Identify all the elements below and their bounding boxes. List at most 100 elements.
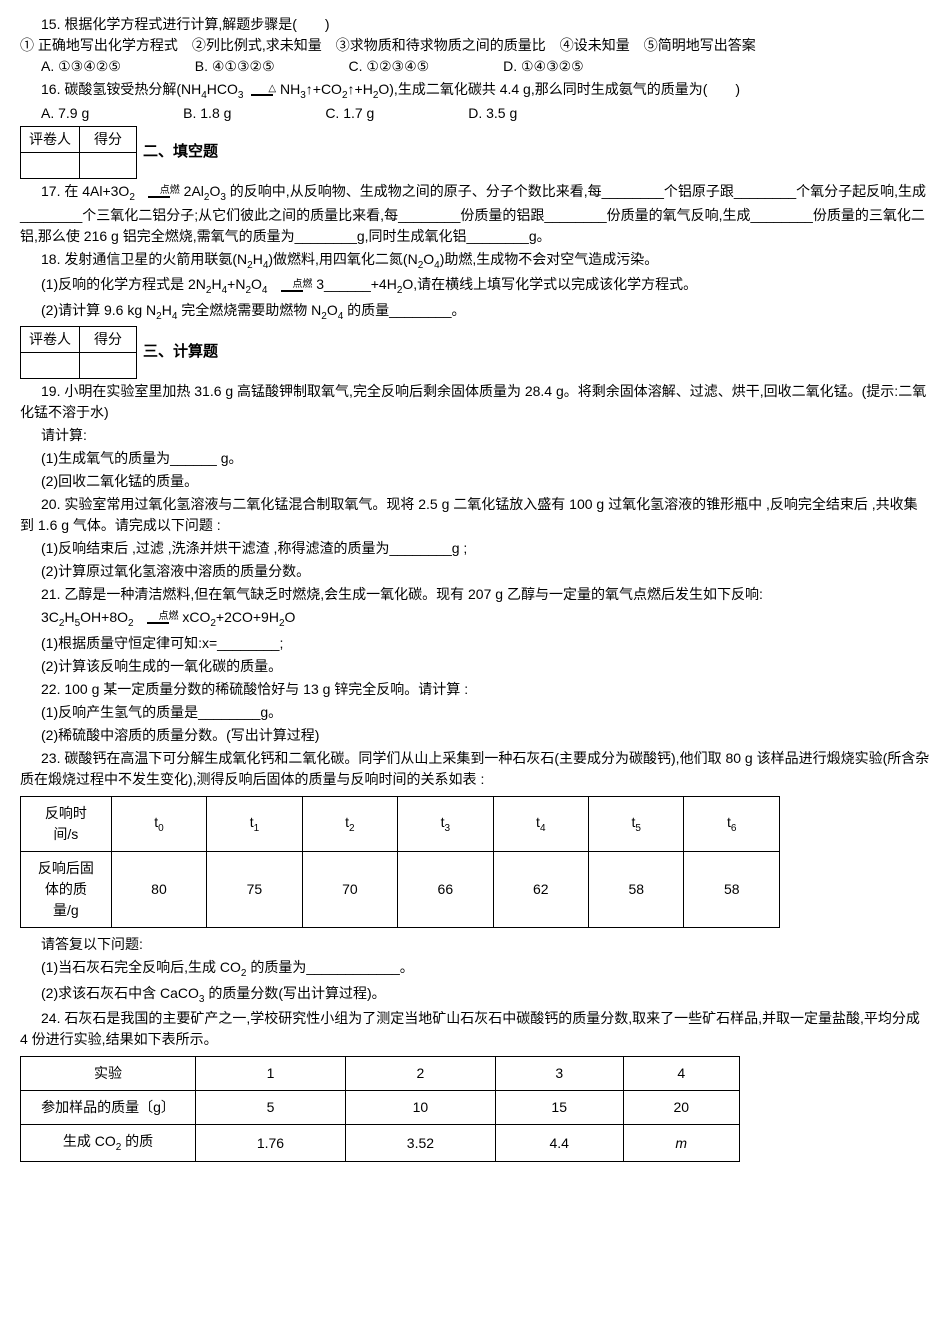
txt: 的质 <box>121 1133 153 1149</box>
q18-text: +N <box>227 276 245 292</box>
table-cell: 58 <box>589 851 684 927</box>
q18-text: 的质量________。 <box>343 302 465 318</box>
q16-text: NH <box>280 81 300 97</box>
q21-l3: (2)计算该反响生成的一氧化碳的质量。 <box>20 656 930 677</box>
table-cell: t3 <box>398 796 493 851</box>
section2-header-row: 评卷人得分 二、填空题 <box>20 126 930 179</box>
q18-text: 18. 发射通信卫星的火箭用联氨(N <box>41 251 247 267</box>
q16-text: 16. 碳酸氢铵受热分解(NH <box>41 81 201 97</box>
q16-choices: A. 7.9 g B. 1.8 g C. 1.7 g D. 3.5 g <box>20 103 930 124</box>
table-cell: 4.4 <box>495 1125 623 1162</box>
q21-l2: (1)根据质量守恒定律可知:x=________; <box>20 633 930 654</box>
table-cell: 生成 CO2 的质 <box>21 1125 196 1162</box>
q24-l1: 24. 石灰石是我国的主要矿产之一,学校研究性小组为了测定当地矿山石灰石中碳酸钙… <box>20 1008 930 1050</box>
q23b-l3: (2)求该石灰石中含 CaCO3 的质量分数(写出计算过程)。 <box>20 983 930 1007</box>
q18-line1: 18. 发射通信卫星的火箭用联氨(N2H4)做燃料,用四氧化二氮(N2O4)助燃… <box>20 249 930 273</box>
sub: 2 <box>129 192 135 203</box>
q16-text: HCO <box>207 81 238 97</box>
score-col2: 得分 <box>80 326 137 352</box>
q17-text: O <box>209 183 220 199</box>
q18-text: )做燃料,用四氧化二氮(N <box>268 251 417 267</box>
table24: 实验 1 2 3 4 参加样品的质量〔g〕 5 10 15 20 生成 CO2 … <box>20 1056 740 1162</box>
q17-text: 17. 在 4Al+3O <box>41 183 129 199</box>
table-cell: 2 <box>345 1057 495 1091</box>
cond-text: 点燃 <box>139 186 180 196</box>
table-cell: 实验 <box>21 1057 196 1091</box>
q19-l4: (2)回收二氧化锰的质量。 <box>20 471 930 492</box>
section2-title: 二、填空题 <box>143 141 218 164</box>
sub: 4 <box>540 823 546 834</box>
table-cell: t0 <box>111 796 206 851</box>
q23b-l2: (1)当石灰石完全反响后,生成 CO2 的质量为____________。 <box>20 957 930 981</box>
q21-eq: 3C2H5OH+8O2 点燃 xCO2+2CO+9H2O <box>20 607 930 631</box>
q18-text: O <box>251 276 262 292</box>
table-cell: 80 <box>111 851 206 927</box>
table-row: 生成 CO2 的质 1.76 3.52 4.4 m <box>21 1125 740 1162</box>
q22-l3: (2)稀硫酸中溶质的质量分数。(写出计算过程) <box>20 725 930 746</box>
score-blank <box>21 152 80 178</box>
q16-text: ↑+CO <box>306 81 342 97</box>
table-cell: t2 <box>302 796 397 851</box>
table-cell: 58 <box>684 851 780 927</box>
q16-stem: 16. 碳酸氢铵受热分解(NH4HCO3 △ NH3↑+CO2↑+H2O),生成… <box>20 79 930 103</box>
txt: 的质量为____________。 <box>246 959 413 975</box>
table-row: 反响后固体的质量/g 80 75 70 66 62 58 58 <box>21 851 780 927</box>
q18-text: H <box>253 251 263 267</box>
q20-l3: (2)计算原过氧化氢溶液中溶质的质量分数。 <box>20 561 930 582</box>
table-cell: 1.76 <box>196 1125 346 1162</box>
q16-optB: B. 1.8 g <box>183 105 231 121</box>
table-row: 参加样品的质量〔g〕 5 10 15 20 <box>21 1091 740 1125</box>
sub: 0 <box>158 823 164 834</box>
score-table: 评卷人得分 <box>20 326 137 379</box>
sub: 3 <box>238 90 244 101</box>
q15-options-line: ① 正确地写出化学方程式 ②列比例式,求未知量 ③求物质和待求物质之间的质量比 … <box>20 35 930 56</box>
ignite-condition: 点燃 <box>271 280 312 292</box>
q18-text: H <box>211 276 221 292</box>
score-blank <box>80 352 137 378</box>
q15-optD: D. ①④③②⑤ <box>503 58 584 74</box>
q18-text: H <box>162 302 172 318</box>
table23: 反响时间/s t0 t1 t2 t3 t4 t5 t6 反响后固体的质量/g 8… <box>20 796 780 928</box>
q19-l3: (1)生成氧气的质量为______ g。 <box>20 448 930 469</box>
q15-optB: B. ④①③②⑤ <box>195 58 275 74</box>
sub: 5 <box>635 823 641 834</box>
table-cell: 75 <box>207 851 302 927</box>
ignite-condition: 点燃 <box>137 612 178 624</box>
score-blank <box>80 152 137 178</box>
q21-text: +2CO+9H <box>216 609 279 625</box>
q18-text: )助燃,生成物不会对空气造成污染。 <box>440 251 659 267</box>
q17-text: 2Al <box>184 183 204 199</box>
sub: 2 <box>349 823 355 834</box>
table-row: 反响时间/s t0 t1 t2 t3 t4 t5 t6 <box>21 796 780 851</box>
triangle-condition: △ <box>247 84 276 96</box>
table-cell: 4 <box>623 1057 739 1091</box>
q18-text: O <box>327 302 338 318</box>
sub: 6 <box>731 823 737 834</box>
sub: 3 <box>444 823 450 834</box>
q21-text: 3C <box>41 609 59 625</box>
q21-text: O <box>285 609 296 625</box>
q15-stem: 15. 根据化学方程式进行计算,解题步骤是( ) <box>20 14 930 35</box>
txt: (1)当石灰石完全反响后,生成 CO <box>41 959 241 975</box>
q15: 15. 根据化学方程式进行计算,解题步骤是( ) ① 正确地写出化学方程式 ②列… <box>20 14 930 77</box>
table-cell: 10 <box>345 1091 495 1125</box>
q22-l2: (1)反响产生氢气的质量是________g。 <box>20 702 930 723</box>
q16-optA: A. 7.9 g <box>41 105 89 121</box>
table-cell: 66 <box>398 851 493 927</box>
q20-l2: (1)反响结束后 ,过滤 ,洗涤并烘干滤渣 ,称得滤渣的质量为________g… <box>20 538 930 559</box>
table-cell: t5 <box>589 796 684 851</box>
q16: 16. 碳酸氢铵受热分解(NH4HCO3 △ NH3↑+CO2↑+H2O),生成… <box>20 79 930 124</box>
sub: 2 <box>128 618 134 629</box>
q16-optD: D. 3.5 g <box>468 105 517 121</box>
score-table: 评卷人得分 <box>20 126 137 179</box>
q16-text: ↑+H <box>348 81 373 97</box>
q18-line3: (2)请计算 9.6 kg N2H4 完全燃烧需要助燃物 N2O4 的质量___… <box>20 300 930 324</box>
q18-text: O,请在横线上填写化学式以完成该化学方程式。 <box>402 276 697 292</box>
table-cell: t4 <box>493 796 588 851</box>
q16-optC: C. 1.7 g <box>325 105 374 121</box>
sub: 4 <box>262 285 268 296</box>
q23b-l1: 请答复以下问题: <box>20 934 930 955</box>
q19-l1: 19. 小明在实验室里加热 31.6 g 高锰酸钾制取氧气,完全反响后剩余固体质… <box>20 381 930 423</box>
table-cell: 62 <box>493 851 588 927</box>
table-cell: 20 <box>623 1091 739 1125</box>
